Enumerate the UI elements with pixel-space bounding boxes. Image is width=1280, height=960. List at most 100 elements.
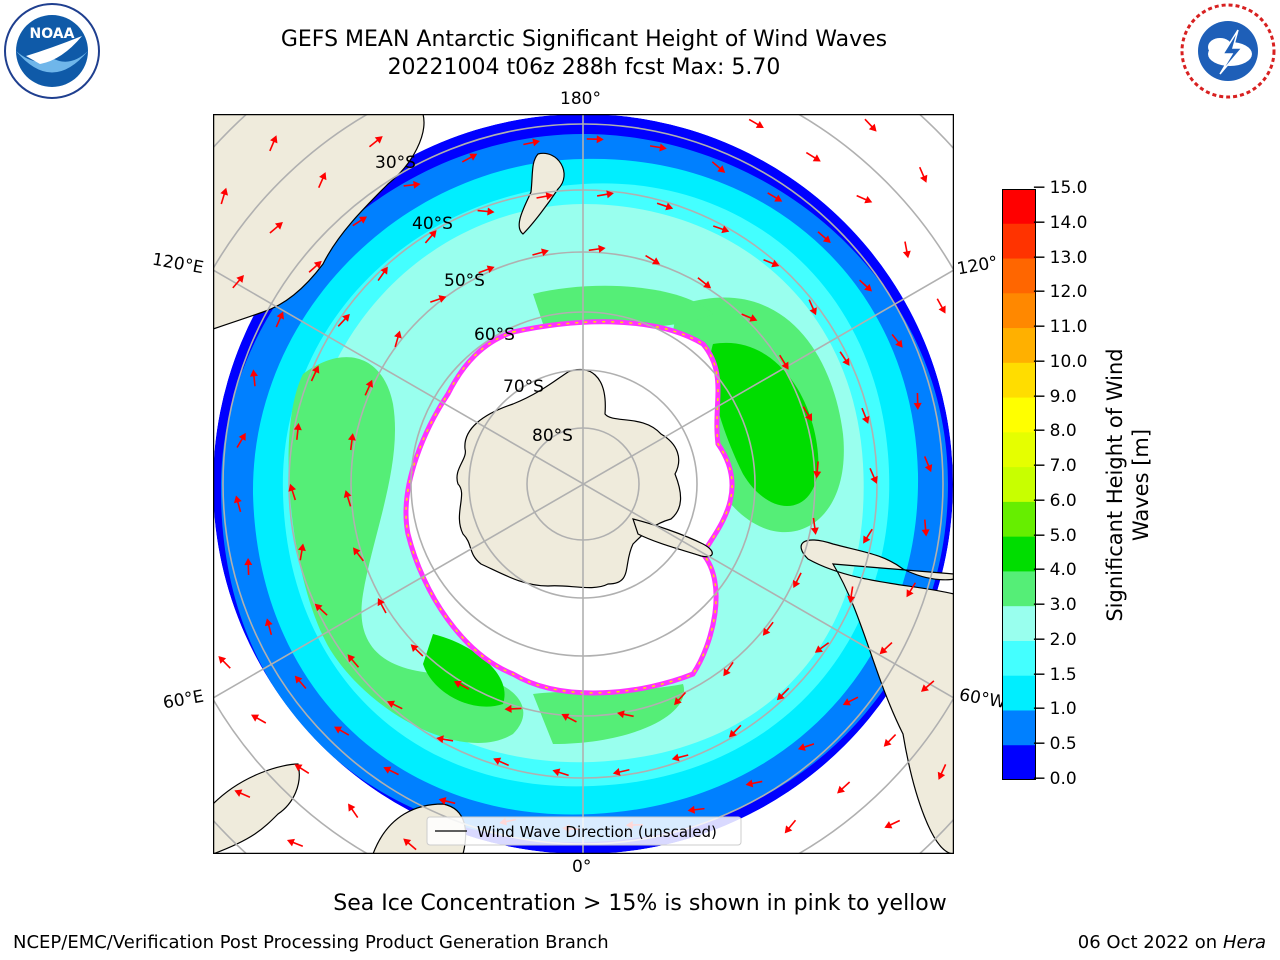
colorbar-segment: [1002, 258, 1036, 294]
colorbar-segment: [1002, 432, 1036, 468]
wave-arrow-head: [842, 357, 850, 366]
colorbar-segment: [1002, 467, 1036, 503]
colorbar-segment: [1002, 640, 1036, 677]
wave-arrow-head: [812, 154, 821, 162]
map-canvas: 30°S 40°S 50°S 60°S 70°S 80°S Wind Wave …: [212, 113, 955, 855]
legend-label: Wind Wave Direction (unscaled): [477, 823, 717, 841]
wave-arrow-head: [781, 361, 789, 370]
wave-arrow-head: [275, 222, 283, 230]
wave-arrow-head: [365, 379, 373, 388]
wave-arrow-head: [879, 646, 888, 655]
wave-arrow-head: [545, 192, 554, 201]
colorbar-label: Significant Height of Wind Waves [m]: [1103, 348, 1153, 622]
wave-arrow-head: [374, 136, 383, 144]
lon-label-180: 180°: [560, 89, 601, 109]
colorbar-segment: [1002, 536, 1036, 572]
wave-arrow-head: [784, 825, 793, 834]
wave-arrow-head: [792, 579, 801, 589]
wave-arrow-head: [297, 543, 306, 552]
footer-host: Hera: [1222, 932, 1266, 953]
wave-arrow-head: [394, 330, 402, 339]
noaa-logo-text: NOAA: [30, 26, 75, 42]
wave-arrow-head: [837, 785, 845, 794]
wave-arrow-head: [293, 422, 302, 431]
wave-arrow-head: [286, 838, 295, 847]
wave-arrow-head: [864, 195, 873, 204]
wave-arrow-head: [674, 697, 682, 706]
wave-arrow-head: [617, 710, 625, 719]
wave-arrow-head: [314, 603, 323, 612]
nws-logo: [1178, 2, 1278, 100]
wave-arrow-head: [864, 283, 873, 292]
wave-arrow-head: [251, 714, 260, 722]
polar-map: 30°S 40°S 50°S 60°S 70°S 80°S Wind Wave …: [212, 113, 955, 855]
colorbar-tick-label: ─ 14.0: [1034, 212, 1088, 233]
colorbar-tick-label: ─ 12.0: [1034, 282, 1088, 303]
wave-arrow-head: [220, 187, 229, 196]
lon-label-120w: 120°: [955, 252, 1000, 280]
wave-arrow-head: [809, 307, 817, 316]
wave-arrow-head: [486, 265, 495, 274]
wave-arrow-head: [822, 235, 831, 243]
wave-arrow-head: [755, 120, 764, 128]
wave-arrow-head: [863, 535, 871, 544]
colorbar-tick-label: ─ 15.0: [1034, 178, 1088, 198]
south-america-landmass: [800, 539, 954, 854]
colorbar-segment: [1002, 397, 1036, 433]
wave-arrow-head: [810, 527, 819, 535]
wave-arrow-head: [703, 280, 712, 289]
lat-label-30s: 30°S: [375, 153, 416, 173]
wave-arrow-head: [347, 654, 356, 663]
australia-landmass: [213, 114, 425, 330]
footer-date: 06 Oct 2022 on Hera: [1078, 932, 1266, 953]
wave-arrow-head: [403, 838, 412, 847]
lon-label-0: 0°: [572, 857, 592, 877]
lon-label-60w: 60°W: [957, 685, 1008, 713]
wave-arrow-head: [334, 726, 343, 734]
wave-arrow-head: [861, 415, 870, 424]
colorbar-segment: [1002, 675, 1036, 711]
colorbar-segment: [1002, 362, 1036, 399]
wave-arrow-head: [410, 644, 419, 652]
wave-arrow-head: [532, 138, 541, 147]
wind-wave-legend: Wind Wave Direction (unscaled): [426, 816, 742, 846]
title-line-1: GEFS MEAN Antarctic Significant Height o…: [280, 27, 888, 52]
wave-arrow-head: [386, 700, 396, 708]
colorbar-tick-label: ─ 6.0: [1034, 490, 1077, 511]
footer-credit: NCEP/EMC/Verification Post Processing Pr…: [13, 932, 609, 953]
noaa-logo: NOAA: [2, 2, 102, 100]
wave-arrow-head: [921, 529, 930, 537]
lat-label-40s: 40°S: [412, 214, 453, 234]
wave-arrow-head: [218, 656, 227, 664]
wave-arrow-head: [347, 433, 356, 441]
colorbar-segment: [1002, 501, 1036, 538]
colorbar-tick-label: ─ 5.0: [1034, 525, 1077, 546]
colorbar-tick-label: ─ 13.0: [1034, 247, 1088, 268]
wave-arrow-head: [919, 174, 928, 183]
colorbar-segment: [1002, 745, 1036, 781]
wave-arrow-head: [352, 547, 361, 556]
wave-arrow-head: [413, 180, 421, 189]
lat-label-80s: 80°S: [532, 426, 573, 446]
lon-label-60e: 60°E: [161, 686, 206, 714]
wave-arrow-head: [665, 202, 674, 211]
wave-arrow-head: [288, 483, 297, 492]
sea-ice-caption: Sea Ice Concentration > 15% is shown in …: [333, 891, 947, 916]
wind-wave-arrows: [218, 118, 947, 851]
wave-arrow-head: [238, 432, 246, 441]
colorbar-segment: [1002, 328, 1036, 364]
wave-arrow-head: [938, 305, 946, 314]
wave-arrow-head: [236, 275, 244, 283]
wave-arrow-head: [814, 645, 823, 653]
colorbar-tick-label: ─ 3.0: [1034, 595, 1077, 616]
wave-arrow-head: [294, 764, 303, 772]
colorbar-segment: [1002, 189, 1036, 225]
wave-arrow-head: [749, 314, 758, 322]
wave-arrow-head: [319, 172, 327, 181]
wave-arrow-head: [552, 768, 561, 777]
wave-arrow-head: [487, 207, 495, 216]
wave-arrow-head: [596, 135, 604, 144]
wave-arrow-head: [883, 738, 892, 747]
wave-arrow-head: [436, 735, 444, 744]
chart-title: GEFS MEAN Antarctic Significant Height o…: [0, 26, 1168, 82]
